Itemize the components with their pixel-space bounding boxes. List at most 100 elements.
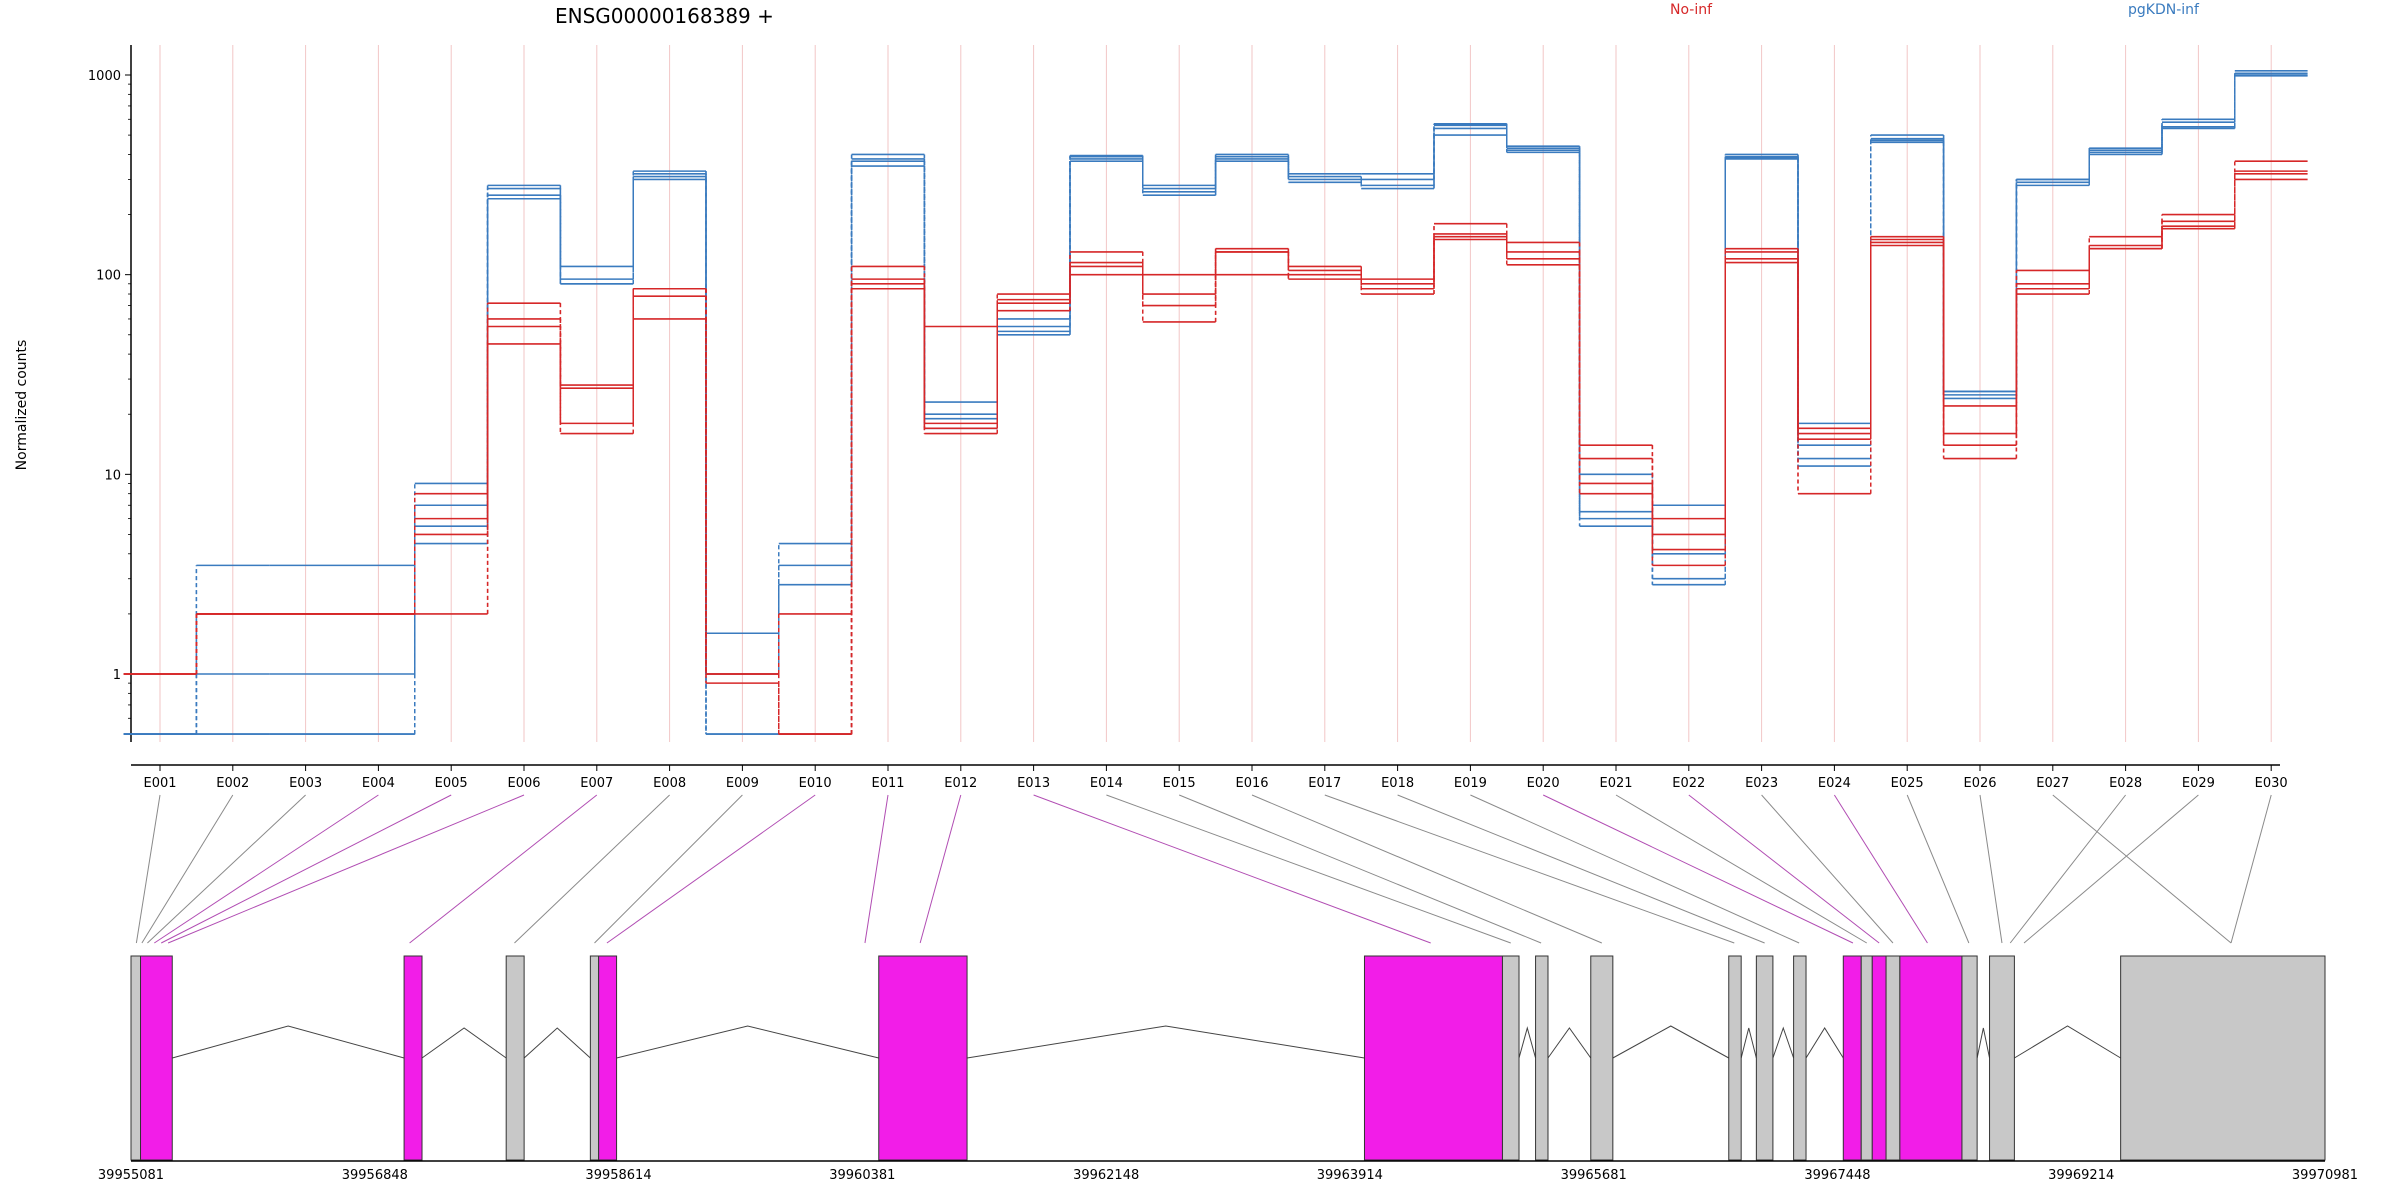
- exon-link-10: [606, 794, 816, 944]
- exon-link-9: [594, 794, 743, 944]
- exon-box-7: [878, 955, 968, 1161]
- exon-link-8: [514, 794, 670, 944]
- exon-box-12: [1728, 955, 1742, 1161]
- genomic-tick-label-7: 39965681: [1561, 1168, 1627, 1183]
- exon-link-22: [1688, 794, 1880, 944]
- intron-10: [1547, 1027, 1592, 1059]
- x-tick-label-E009: E009: [726, 776, 759, 791]
- genomic-axis: 39955081 39956848 39958614 39960381 39962148…: [98, 1160, 2358, 1183]
- x-tick-label-E007: E007: [580, 776, 613, 791]
- exon-link-24: [1833, 794, 1928, 944]
- intron-4: [523, 1027, 591, 1059]
- x-tick-label-E011: E011: [871, 776, 904, 791]
- intron-21: [2014, 1025, 2121, 1059]
- exon-link-29: [2023, 794, 2199, 944]
- exon-link-14: [1106, 794, 1511, 944]
- y-tick-label-1: 1: [113, 668, 121, 683]
- series-no-inf-7: [123, 178, 2308, 735]
- exon-link-19: [1470, 794, 1800, 944]
- exon-box-20: [1961, 955, 1978, 1161]
- y-axis: 1 10 100 1000: [88, 45, 132, 742]
- exon-box-11: [1590, 955, 1614, 1161]
- x-tick-label-E025: E025: [1891, 776, 1924, 791]
- exon-box-8: [1363, 955, 1503, 1161]
- intron-6: [616, 1025, 879, 1059]
- exon-link-27: [2052, 794, 2232, 944]
- x-tick-label-E017: E017: [1308, 776, 1341, 791]
- exon-link-30: [2230, 794, 2272, 944]
- series-lines: [123, 69, 2308, 735]
- exon-link-23: [1761, 794, 1894, 944]
- x-tick-label-E016: E016: [1235, 776, 1268, 791]
- intron-11: [1612, 1025, 1729, 1059]
- exon-link-25: [1906, 794, 1970, 944]
- genomic-tick-label-2: 39956848: [342, 1168, 408, 1183]
- genomic-tick-label-9: 39969214: [2048, 1168, 2114, 1183]
- intron-12: [1740, 1027, 1757, 1059]
- chart-title: ENSG00000168389 +: [555, 4, 774, 28]
- x-tick-label-E019: E019: [1454, 776, 1487, 791]
- x-axis: E001 E002 E003 E004 E005 E006 E007 E008 E009 E010…: [131, 764, 2288, 791]
- exon-box-17: [1871, 955, 1887, 1161]
- x-tick-label-E029: E029: [2182, 776, 2215, 791]
- exon-box-13: [1755, 955, 1774, 1161]
- x-tick-label-E027: E027: [2036, 776, 2069, 791]
- x-tick-label-E021: E021: [1599, 776, 1632, 791]
- exon-link-7: [409, 794, 598, 944]
- genomic-tick-label-3: 39958614: [585, 1168, 651, 1183]
- exon-link-15: [1179, 794, 1542, 944]
- genomic-tick-label-4: 39960381: [829, 1168, 895, 1183]
- genomic-tick-label-6: 39963914: [1317, 1168, 1383, 1183]
- exon-box-22: [2120, 955, 2326, 1161]
- exon-link-21: [1615, 794, 1867, 944]
- exon-link-4: [154, 794, 379, 944]
- x-tick-label-E015: E015: [1163, 776, 1196, 791]
- x-tick-label-E028: E028: [2109, 776, 2142, 791]
- exon-box-19: [1899, 955, 1963, 1161]
- y-tick-label-1000: 1000: [88, 69, 121, 84]
- intron-14: [1805, 1027, 1844, 1059]
- legend-pgkdn-inf: pgKDN-inf: [2128, 2, 2200, 18]
- x-tick-label-E014: E014: [1090, 776, 1123, 791]
- exon-link-1: [135, 794, 161, 944]
- x-tick-label-E008: E008: [653, 776, 686, 791]
- exon-link-11: [864, 794, 889, 944]
- y-tick-label-10: 10: [104, 468, 121, 483]
- exon-link-20: [1542, 794, 1854, 944]
- x-tick-label-E030: E030: [2255, 776, 2288, 791]
- exon-box-6: [598, 955, 618, 1161]
- x-tick-label-E010: E010: [799, 776, 832, 791]
- x-tick-label-E001: E001: [143, 776, 176, 791]
- intron-3: [421, 1027, 507, 1059]
- exon-box-18: [1885, 955, 1901, 1161]
- genomic-tick-label-5: 39962148: [1073, 1168, 1139, 1183]
- exon-link-26: [1979, 794, 2003, 944]
- exon-box-16: [1860, 955, 1873, 1161]
- y-axis-label: Normalized counts: [14, 340, 30, 471]
- exon-link-13: [1033, 794, 1431, 944]
- x-tick-label-E013: E013: [1017, 776, 1050, 791]
- exon-link-5: [160, 794, 452, 944]
- x-tick-label-E020: E020: [1527, 776, 1560, 791]
- exon-link-17: [1324, 794, 1735, 944]
- exon-link-28: [2009, 794, 2126, 944]
- exon-box-4: [505, 955, 525, 1161]
- exon-box-3: [403, 955, 423, 1161]
- exon-box-1: [130, 955, 142, 1161]
- exon-link-2: [141, 794, 234, 944]
- x-tick-label-E024: E024: [1818, 776, 1851, 791]
- x-tick-label-E026: E026: [1963, 776, 1996, 791]
- legend-no-inf: No-inf: [1670, 2, 1713, 18]
- intron-2: [172, 1025, 405, 1059]
- exon-link-3: [147, 794, 306, 944]
- x-tick-label-E012: E012: [944, 776, 977, 791]
- exon-box-14: [1793, 955, 1807, 1161]
- exon-box-15: [1842, 955, 1862, 1161]
- intron-9: [1518, 1026, 1537, 1059]
- genomic-tick-label-10: 39970981: [2292, 1168, 2358, 1183]
- x-tick-label-E005: E005: [435, 776, 468, 791]
- x-tick-label-E002: E002: [216, 776, 249, 791]
- exon-box-10: [1535, 955, 1549, 1161]
- vertical-guides: [159, 45, 2272, 742]
